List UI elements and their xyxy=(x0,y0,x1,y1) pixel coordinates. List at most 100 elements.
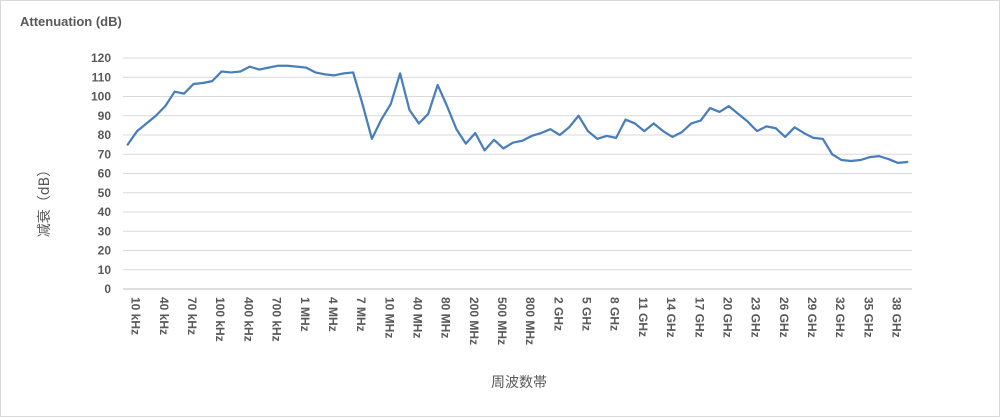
data-point xyxy=(793,125,797,129)
data-point xyxy=(398,71,402,75)
data-point xyxy=(727,104,731,108)
data-point xyxy=(201,81,205,85)
data-point xyxy=(332,73,336,77)
y-tick-label: 50 xyxy=(98,186,112,200)
data-point xyxy=(614,136,618,140)
data-point xyxy=(661,129,665,133)
x-axis-label: 周波数帯 xyxy=(491,375,547,391)
data-point xyxy=(182,92,186,96)
data-point xyxy=(370,137,374,141)
data-point xyxy=(633,121,637,125)
data-point xyxy=(285,64,289,68)
data-point xyxy=(558,133,562,137)
data-point xyxy=(652,121,656,125)
x-tick-label: 700 kHz xyxy=(270,297,284,342)
x-tick-label: 500 MHz xyxy=(495,297,509,345)
data-point xyxy=(389,102,393,106)
data-point xyxy=(717,110,721,114)
data-point xyxy=(154,114,158,118)
data-point xyxy=(351,70,355,74)
x-tick-label: 38 GHz xyxy=(890,297,904,338)
data-point xyxy=(605,134,609,138)
x-tick-label: 32 GHz xyxy=(833,297,847,338)
data-point xyxy=(173,90,177,94)
data-point xyxy=(379,118,383,122)
y-tick-label: 70 xyxy=(98,147,112,161)
data-point xyxy=(445,104,449,108)
data-point xyxy=(811,136,815,140)
y-tick-label: 40 xyxy=(98,205,112,219)
data-point xyxy=(595,137,599,141)
x-tick-label: 4 MHz xyxy=(326,297,340,332)
data-point xyxy=(530,134,534,138)
data-point xyxy=(858,158,862,162)
x-tick-label: 200 MHz xyxy=(467,297,481,345)
data-point xyxy=(670,135,674,139)
data-point xyxy=(905,160,909,164)
data-point xyxy=(135,129,139,133)
y-tick-label: 110 xyxy=(92,70,112,84)
data-point xyxy=(896,161,900,165)
x-tick-label: 400 kHz xyxy=(241,297,255,342)
data-point xyxy=(257,68,261,72)
data-point xyxy=(483,148,487,152)
data-point xyxy=(774,126,778,130)
data-point xyxy=(755,129,759,133)
x-tick-label: 7 MHz xyxy=(354,297,368,332)
x-tick-label: 20 GHz xyxy=(720,297,734,338)
data-point xyxy=(417,121,421,125)
x-tick-label: 11 GHz xyxy=(636,297,650,337)
data-point xyxy=(492,138,496,142)
data-point xyxy=(736,112,740,116)
data-point xyxy=(248,65,252,69)
data-point xyxy=(699,119,703,123)
y-tick-label: 20 xyxy=(98,244,112,258)
x-tick-label: 70 kHz xyxy=(185,297,199,335)
x-tick-labels: 10 kHz 40 kHz 70 kHz 100 kHz 400 kHz 700 kHz 1… xyxy=(129,297,904,345)
x-tick-label: 8 GHz xyxy=(608,297,622,331)
x-tick-label: 17 GHz xyxy=(692,297,706,338)
data-point xyxy=(220,69,224,73)
x-tick-label: 2 GHz xyxy=(551,297,565,331)
data-point xyxy=(295,65,299,69)
data-point xyxy=(454,127,458,131)
data-point xyxy=(764,124,768,128)
data-point xyxy=(361,102,365,106)
data-point xyxy=(511,141,515,145)
data-point xyxy=(238,69,242,73)
data-point xyxy=(868,155,872,159)
data-point xyxy=(191,82,195,86)
data-point xyxy=(501,146,505,150)
x-tick-label: 800 MHz xyxy=(523,297,537,345)
data-point xyxy=(267,66,271,70)
y-tick-label: 30 xyxy=(98,224,112,238)
data-point xyxy=(473,131,477,135)
data-point xyxy=(689,121,693,125)
y-tick-label: 80 xyxy=(98,128,112,142)
data-point xyxy=(802,131,806,135)
x-tick-label: 35 GHz xyxy=(861,297,875,338)
data-point xyxy=(229,70,233,74)
data-point xyxy=(126,143,130,147)
data-point xyxy=(323,72,327,76)
y-tick-label: 0 xyxy=(104,282,111,296)
x-tick-label: 10 MHz xyxy=(382,297,396,338)
x-tick-label: 29 GHz xyxy=(805,297,819,338)
data-point xyxy=(680,130,684,134)
data-point xyxy=(783,135,787,139)
data-point xyxy=(342,71,346,75)
gridlines xyxy=(123,57,912,290)
x-tick-label: 1 MHz xyxy=(298,297,312,332)
series-line xyxy=(126,64,909,165)
data-point xyxy=(887,157,891,161)
data-point xyxy=(210,79,214,83)
data-point xyxy=(642,129,646,133)
data-point xyxy=(314,70,318,74)
data-point xyxy=(577,114,581,118)
data-point xyxy=(426,112,430,116)
data-point xyxy=(163,104,167,108)
x-tick-label: 40 kHz xyxy=(157,297,171,335)
y-tick-label: 120 xyxy=(91,51,111,65)
